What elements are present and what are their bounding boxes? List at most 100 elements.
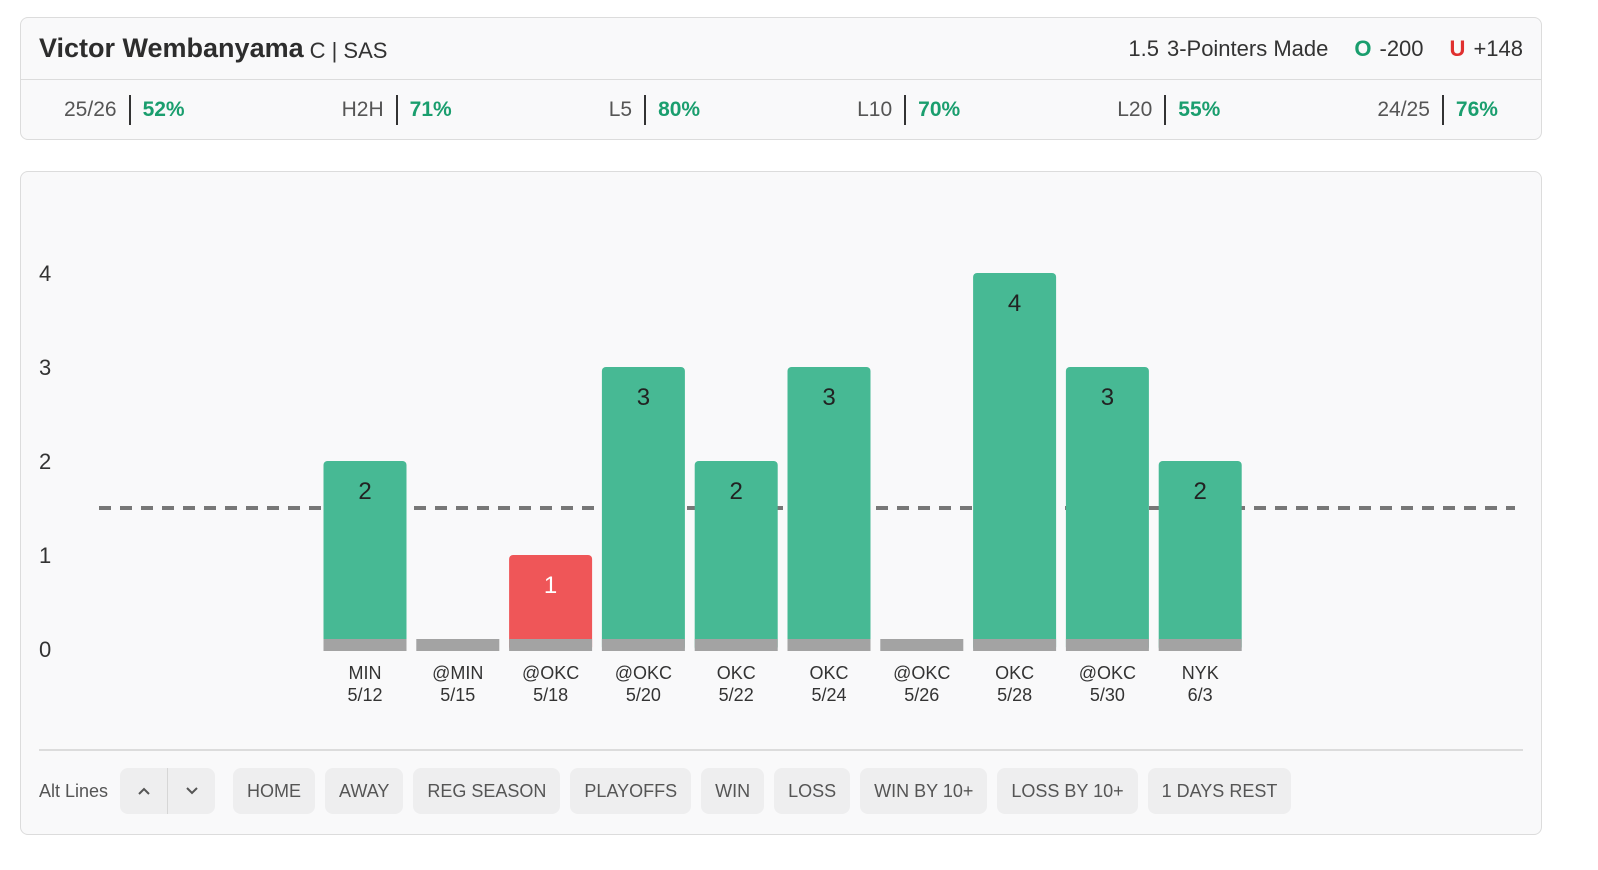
under-mark: U bbox=[1449, 35, 1466, 61]
filter-button[interactable]: WIN BY 10+ bbox=[860, 768, 988, 814]
y-tick-label: 0 bbox=[39, 637, 51, 662]
stat-label: H2H bbox=[341, 98, 384, 121]
stat: L10 70% bbox=[857, 95, 960, 125]
over-odds[interactable]: -200 bbox=[1379, 35, 1424, 61]
x-tick-date: 6/3 bbox=[1188, 685, 1213, 705]
bar-value-label: 4 bbox=[1008, 290, 1021, 317]
bar-base bbox=[323, 639, 407, 651]
stat-label: L20 bbox=[1117, 98, 1153, 121]
stat: 25/26 52% bbox=[64, 95, 185, 125]
alt-line-down[interactable] bbox=[168, 768, 215, 814]
bar bbox=[323, 461, 407, 651]
filter-button[interactable]: AWAY bbox=[325, 768, 404, 814]
stat-separator bbox=[1441, 95, 1444, 125]
stat-separator bbox=[395, 95, 398, 125]
x-tick-date: 5/26 bbox=[904, 685, 939, 705]
stat: L5 80% bbox=[609, 95, 700, 125]
x-tick-label: OKC bbox=[809, 663, 848, 683]
x-tick-date: 5/30 bbox=[1090, 685, 1125, 705]
stat-separator bbox=[904, 95, 907, 125]
x-tick-date: 5/24 bbox=[811, 685, 846, 705]
x-tick-date: 5/15 bbox=[440, 685, 475, 705]
bar-base bbox=[416, 639, 500, 651]
stat-label: L10 bbox=[857, 98, 893, 121]
bar bbox=[1065, 367, 1149, 651]
filter-button[interactable]: HOME bbox=[233, 768, 316, 814]
bar-value-label: 3 bbox=[822, 384, 835, 411]
stats-row: 25/26 52% H2H 71% L5 80% L10 70% L20 55% 24/25 76% bbox=[21, 80, 1541, 140]
x-tick-label: @MIN bbox=[432, 663, 483, 683]
filter-button[interactable]: WIN bbox=[701, 768, 765, 814]
divider bbox=[39, 749, 1523, 751]
stat-separator bbox=[128, 95, 131, 125]
bar bbox=[601, 367, 685, 651]
stat-value: 70% bbox=[918, 98, 961, 121]
bar bbox=[694, 461, 778, 651]
under-odds[interactable]: +148 bbox=[1473, 35, 1523, 61]
filters: Alt Lines HOME AWAY REG SEASON PLAYOFFS WIN L… bbox=[39, 768, 1292, 814]
stat-value: 55% bbox=[1178, 98, 1221, 121]
player-position: C | SAS bbox=[309, 37, 388, 63]
y-tick-label: 4 bbox=[39, 261, 51, 286]
x-tick-label: OKC bbox=[717, 663, 756, 683]
bar-base bbox=[1065, 639, 1149, 651]
stat-value: 76% bbox=[1455, 98, 1498, 121]
filter-button[interactable]: LOSS bbox=[774, 768, 851, 814]
bar-base bbox=[509, 639, 593, 651]
x-tick-date: 5/28 bbox=[997, 685, 1032, 705]
market-name: 3-Pointers Made bbox=[1166, 35, 1329, 61]
stat: 24/25 76% bbox=[1377, 95, 1498, 125]
bar-value-label: 2 bbox=[730, 478, 743, 505]
prop-card: Victor Wembanyama C | SAS 1.5 3-Pointers… bbox=[20, 17, 1542, 140]
x-tick-date: 5/22 bbox=[719, 685, 754, 705]
stat-separator bbox=[644, 95, 647, 125]
chart: 012342MIN5/12@MIN5/151@OKC5/183@OKC5/202… bbox=[39, 261, 1515, 705]
y-tick-label: 2 bbox=[39, 449, 51, 474]
market: 1.5 3-Pointers Made O -200 U +148 bbox=[1128, 36, 1523, 62]
bar bbox=[787, 367, 871, 651]
alt-line-stepper bbox=[120, 768, 216, 814]
bar-base bbox=[601, 639, 685, 651]
x-tick-label: NYK bbox=[1182, 663, 1219, 683]
filter-button[interactable]: REG SEASON bbox=[413, 768, 561, 814]
prop-line: 1.5 bbox=[1128, 35, 1159, 61]
filter-button[interactable]: LOSS BY 10+ bbox=[997, 768, 1138, 814]
y-tick-label: 1 bbox=[39, 543, 51, 568]
filter-button[interactable]: 1 DAYS REST bbox=[1147, 768, 1292, 814]
x-tick-label: MIN bbox=[349, 663, 382, 683]
bar-base bbox=[787, 639, 871, 651]
chart-card: 0 1 2 3 4 2 MIN 5/12 @MIN 5/15 1 @OKC 5/18 3 @OKC 5/20 2… bbox=[20, 171, 1542, 835]
x-tick-label: @OKC bbox=[522, 663, 579, 683]
bar bbox=[509, 555, 593, 651]
alt-line-up[interactable] bbox=[120, 768, 169, 814]
bar-base bbox=[880, 639, 964, 651]
alt-lines-label: Alt Lines bbox=[39, 780, 109, 801]
stat: H2H 71% bbox=[342, 95, 452, 125]
x-tick-label: @OKC bbox=[893, 663, 950, 683]
x-tick-label: OKC bbox=[995, 663, 1034, 683]
bar-base bbox=[1158, 639, 1242, 651]
stat-value: 80% bbox=[658, 98, 701, 121]
x-tick-date: 5/18 bbox=[533, 685, 568, 705]
x-tick-label: @OKC bbox=[1079, 663, 1136, 683]
stat-value: 71% bbox=[409, 98, 452, 121]
x-tick-label: @OKC bbox=[615, 663, 672, 683]
bar bbox=[973, 273, 1057, 651]
filter-button[interactable]: PLAYOFFS bbox=[570, 768, 692, 814]
bar-value-label: 2 bbox=[358, 478, 371, 505]
stat-label: 24/25 bbox=[1377, 98, 1430, 121]
stat-label: 25/26 bbox=[64, 98, 117, 121]
player-name: Victor Wembanyama bbox=[39, 33, 304, 63]
stat: L20 55% bbox=[1117, 95, 1220, 125]
header-row: Victor Wembanyama C | SAS 1.5 3-Pointers… bbox=[21, 18, 1541, 80]
over-mark: O bbox=[1354, 35, 1372, 61]
bar-value-label: 2 bbox=[1194, 478, 1207, 505]
bar bbox=[1158, 461, 1242, 651]
stat-separator bbox=[1164, 95, 1167, 125]
bar-value-label: 1 bbox=[544, 572, 557, 599]
bar-base bbox=[694, 639, 778, 651]
stat-label: L5 bbox=[608, 98, 633, 121]
bar-value-label: 3 bbox=[637, 384, 650, 411]
x-tick-date: 5/12 bbox=[347, 685, 382, 705]
